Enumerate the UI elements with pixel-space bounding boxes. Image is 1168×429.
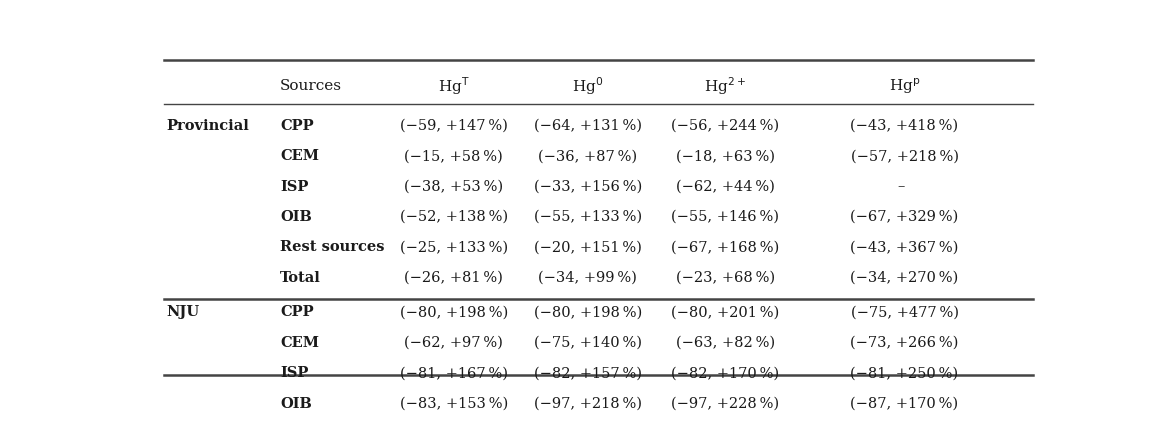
Text: (−75, +140 %): (−75, +140 %) (534, 336, 641, 350)
Text: (−64, +131 %): (−64, +131 %) (534, 119, 641, 133)
Text: Rest sources: Rest sources (280, 240, 384, 254)
Text: (−34, +270 %): (−34, +270 %) (850, 271, 959, 285)
Text: (−67, +329 %): (−67, +329 %) (850, 210, 959, 224)
Text: (−20, +151 %): (−20, +151 %) (534, 240, 641, 254)
Text: (−80, +198 %): (−80, +198 %) (399, 305, 508, 320)
Text: Hg$^\mathrm{T}$: Hg$^\mathrm{T}$ (438, 76, 470, 97)
Text: (−43, +418 %): (−43, +418 %) (850, 119, 959, 133)
Text: –: – (897, 180, 904, 193)
Text: (−73, +266 %): (−73, +266 %) (850, 336, 959, 350)
Text: (−38, +53 %): (−38, +53 %) (404, 180, 503, 193)
Text: (−80, +201 %): (−80, +201 %) (672, 305, 779, 320)
Text: (−80, +198 %): (−80, +198 %) (534, 305, 642, 320)
Text: CPP: CPP (280, 305, 313, 320)
Text: ISP: ISP (280, 366, 308, 380)
Text: (−55, +146 %): (−55, +146 %) (672, 210, 779, 224)
Text: (−62, +97 %): (−62, +97 %) (404, 336, 503, 350)
Text: Provincial: Provincial (166, 119, 249, 133)
Text: (−97, +218 %): (−97, +218 %) (534, 397, 641, 411)
Text: (−56, +244 %): (−56, +244 %) (672, 119, 779, 133)
Text: CEM: CEM (280, 336, 319, 350)
Text: (−25, +133 %): (−25, +133 %) (399, 240, 508, 254)
Text: (−67, +168 %): (−67, +168 %) (672, 240, 779, 254)
Text: (−75, +477 %): (−75, +477 %) (850, 305, 959, 320)
Text: (−82, +157 %): (−82, +157 %) (534, 366, 641, 380)
Text: (−55, +133 %): (−55, +133 %) (534, 210, 641, 224)
Text: (−59, +147 %): (−59, +147 %) (399, 119, 508, 133)
Text: (−81, +167 %): (−81, +167 %) (399, 366, 508, 380)
Text: (−63, +82 %): (−63, +82 %) (676, 336, 774, 350)
Text: NJU: NJU (166, 305, 199, 320)
Text: (−43, +367 %): (−43, +367 %) (850, 240, 959, 254)
Text: (−97, +228 %): (−97, +228 %) (672, 397, 779, 411)
Text: CPP: CPP (280, 119, 313, 133)
Text: (−33, +156 %): (−33, +156 %) (534, 180, 642, 193)
Text: Sources: Sources (280, 79, 342, 93)
Text: (−34, +99 %): (−34, +99 %) (538, 271, 638, 285)
Text: OIB: OIB (280, 210, 312, 224)
Text: (−81, +250 %): (−81, +250 %) (850, 366, 959, 380)
Text: Hg$^\mathrm{p}$: Hg$^\mathrm{p}$ (889, 76, 920, 96)
Text: (−62, +44 %): (−62, +44 %) (676, 180, 774, 193)
Text: Hg$^\mathrm{0}$: Hg$^\mathrm{0}$ (572, 76, 604, 97)
Text: ISP: ISP (280, 180, 308, 193)
Text: (−57, +218 %): (−57, +218 %) (850, 149, 959, 163)
Text: Total: Total (280, 271, 321, 285)
Text: (−15, +58 %): (−15, +58 %) (404, 149, 503, 163)
Text: Hg$^\mathrm{2+}$: Hg$^\mathrm{2+}$ (704, 76, 746, 97)
Text: (−18, +63 %): (−18, +63 %) (676, 149, 774, 163)
Text: (−36, +87 %): (−36, +87 %) (538, 149, 638, 163)
Text: (−52, +138 %): (−52, +138 %) (399, 210, 508, 224)
Text: (−87, +170 %): (−87, +170 %) (850, 397, 959, 411)
Text: (−23, +68 %): (−23, +68 %) (676, 271, 774, 285)
Text: (−26, +81 %): (−26, +81 %) (404, 271, 503, 285)
Text: (−82, +170 %): (−82, +170 %) (672, 366, 779, 380)
Text: OIB: OIB (280, 397, 312, 411)
Text: (−83, +153 %): (−83, +153 %) (399, 397, 508, 411)
Text: CEM: CEM (280, 149, 319, 163)
